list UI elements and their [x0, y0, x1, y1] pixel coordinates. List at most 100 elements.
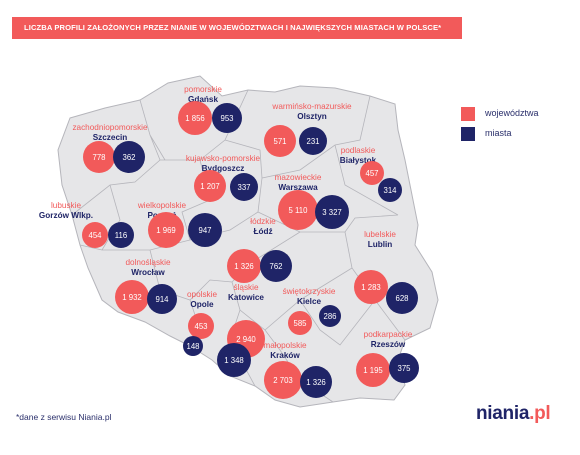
- voivodeship-bubble-lodzkie: [227, 249, 261, 283]
- legend-label-city: miasta: [485, 128, 512, 138]
- region-label-swietokrzyskie: świętokrzyskie: [283, 287, 336, 296]
- voivodeship-value-pomorskie: 1 856: [185, 114, 205, 123]
- city-value-podlaskie: 314: [383, 186, 397, 195]
- region-label-podkarpackie: podkarpackie: [364, 330, 413, 339]
- city-value-slaskie: 1 348: [224, 356, 244, 365]
- city-value-malopolskie: 1 326: [306, 378, 326, 387]
- city-label-pomorskie: Gdańsk: [188, 95, 218, 104]
- region-label-warminsko-mazurskie: warmińsko-mazurskie: [271, 102, 352, 111]
- region-label-lodzkie: łódzkie: [250, 217, 276, 226]
- legend-swatch-navy: [461, 127, 475, 141]
- region-label-zachodniopomorskie: zachodniopomorskie: [72, 123, 148, 132]
- voivodeship-bubble-swietokrzyskie: [288, 311, 312, 335]
- city-label-malopolskie: Kraków: [270, 351, 300, 360]
- region-label-lubelskie: lubelskie: [364, 230, 396, 239]
- city-bubble-lubelskie: [386, 282, 418, 314]
- voivodeship-bubble-opolskie: [188, 313, 214, 339]
- city-bubble-pomorskie: [212, 103, 242, 133]
- voivodeship-value-podlaskie: 457: [365, 169, 378, 178]
- voivodeship-value-slaskie: 2 940: [236, 335, 256, 344]
- city-bubble-podlaskie: [378, 178, 402, 202]
- region-label-dolnoslaskie: dolnośląskie: [125, 258, 171, 267]
- footnote: *dane z serwisu Niania.pl: [16, 412, 112, 422]
- city-value-mazowieckie: 3 327: [322, 208, 342, 217]
- city-label-lubuskie: Gorzów Wlkp.: [39, 211, 93, 220]
- voivodeship-value-podkarpackie: 1 195: [363, 366, 383, 375]
- city-label-kujawsko-pomorskie: Bydgoszcz: [202, 164, 245, 173]
- voivodeship-bubble-wielkopolskie: [148, 212, 184, 248]
- city-bubble-malopolskie: [300, 366, 332, 398]
- city-value-kujawsko-pomorskie: 337: [237, 183, 250, 192]
- voivodeship-bubble-lubuskie: [82, 222, 108, 248]
- niania-logo[interactable]: niania.pl: [476, 403, 551, 425]
- city-value-warminsko-mazurskie: 231: [306, 137, 319, 146]
- city-label-swietokrzyskie: Kielce: [297, 297, 322, 306]
- city-value-lubuskie: 116: [115, 231, 127, 240]
- region-label-lubuskie: lubuskie: [51, 201, 81, 210]
- chart-title: LICZBA PROFILI ZAŁOŻONYCH PRZEZ NIANIE W…: [24, 23, 442, 32]
- voivodeship-value-malopolskie: 2 703: [273, 376, 293, 385]
- city-bubble-swietokrzyskie: [319, 305, 341, 327]
- voivodeship-bubble-podkarpackie: [356, 353, 390, 387]
- city-value-pomorskie: 953: [220, 114, 233, 123]
- region-label-slaskie: śląskie: [233, 283, 258, 292]
- city-bubble-podkarpackie: [389, 353, 419, 383]
- voivodeship-bubble-podlaskie: [360, 161, 384, 185]
- voivodeship-value-swietokrzyskie: 585: [293, 319, 307, 328]
- voivodeship-value-warminsko-mazurskie: 571: [273, 137, 286, 146]
- city-bubble-warminsko-mazurskie: [299, 127, 327, 155]
- voivodeship-bubble-warminsko-mazurskie: [264, 125, 296, 157]
- city-value-lodzkie: 762: [269, 262, 282, 271]
- voivodeship-bubble-zachodniopomorskie: [83, 141, 115, 173]
- city-label-mazowieckie: Warszawa: [278, 183, 318, 192]
- region-label-mazowieckie: mazowieckie: [275, 173, 322, 182]
- region-label-podlaskie: podlaskie: [341, 146, 376, 155]
- voivodeship-bubble-pomorskie: [178, 101, 212, 135]
- city-value-zachodniopomorskie: 362: [122, 153, 135, 162]
- city-label-slaskie: Katowice: [228, 293, 264, 302]
- voivodeship-value-lodzkie: 1 326: [234, 262, 254, 271]
- city-bubble-zachodniopomorskie: [113, 141, 145, 173]
- city-label-lubelskie: Lublin: [368, 240, 393, 249]
- city-label-zachodniopomorskie: Szczecin: [93, 133, 128, 142]
- voivodeship-value-lubelskie: 1 283: [361, 283, 381, 292]
- city-value-lubelskie: 628: [395, 294, 408, 303]
- region-label-kujawsko-pomorskie: kujawsko-pomorskie: [186, 154, 261, 163]
- map-regions: [57, 75, 439, 408]
- voivodeship-value-dolnoslaskie: 1 932: [122, 293, 142, 302]
- voivodeship-bubble-kujawsko-pomorskie: [194, 170, 226, 202]
- city-label-podlaskie: Białystok: [340, 156, 377, 165]
- poland-outline: [57, 75, 439, 408]
- city-label-podkarpackie: Rzeszów: [371, 340, 406, 349]
- region-label-opolskie: opolskie: [187, 290, 217, 299]
- city-bubble-wielkopolskie: [188, 213, 222, 247]
- city-bubble-lubuskie: [108, 222, 134, 248]
- voivodeship-value-kujawsko-pomorskie: 1 207: [200, 182, 220, 191]
- city-value-wielkopolskie: 947: [198, 226, 211, 235]
- city-label-lodzkie: Łódź: [253, 227, 272, 236]
- voivodeship-bubble-malopolskie: [264, 361, 302, 399]
- logo-suffix: .pl: [529, 403, 551, 424]
- legend-label-voivodeship: województwa: [485, 108, 539, 118]
- voivodeship-bubble-mazowieckie: [278, 190, 318, 230]
- voivodeship-bubble-dolnoslaskie: [115, 280, 149, 314]
- city-label-warminsko-mazurskie: Olsztyn: [297, 112, 327, 121]
- chart-title-banner: LICZBA PROFILI ZAŁOŻONYCH PRZEZ NIANIE W…: [12, 17, 462, 39]
- city-value-dolnoslaskie: 914: [155, 295, 169, 304]
- voivodeship-value-opolskie: 453: [194, 322, 207, 331]
